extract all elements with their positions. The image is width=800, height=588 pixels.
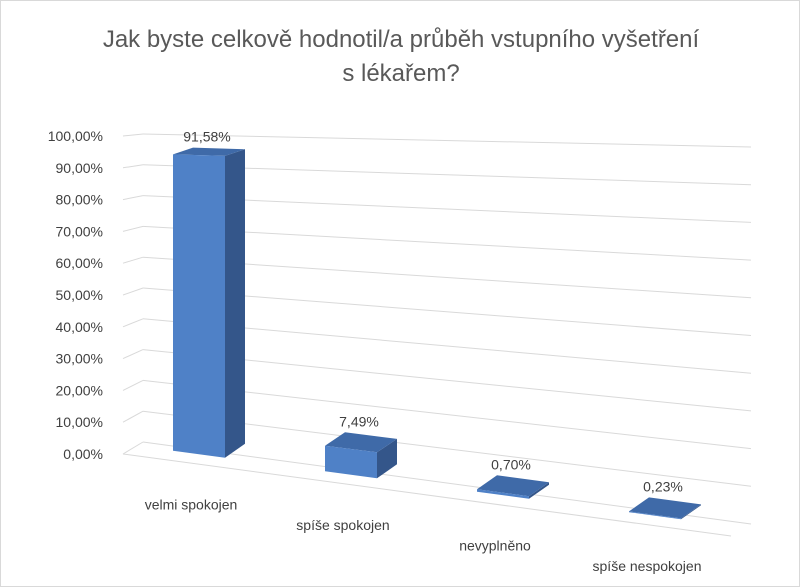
bar-top	[173, 147, 245, 156]
chart-title-line-2: s lékařem?	[342, 60, 459, 87]
x-category-label: velmi spokojen	[145, 496, 238, 512]
bar-side	[225, 149, 245, 458]
data-label: 0,23%	[643, 478, 683, 494]
y-tick-label: 100,00%	[48, 128, 103, 144]
data-label: 7,49%	[339, 413, 379, 429]
y-tick-label: 60,00%	[56, 255, 103, 271]
gridline-depth	[122, 256, 144, 264]
gridline-depth	[122, 379, 144, 391]
y-tick-label: 30,00%	[56, 351, 103, 367]
x-category-label: spíše nespokojen	[593, 558, 702, 574]
chart-title-line-1: Jak byste celkově hodnotil/a průběh vstu…	[103, 26, 700, 53]
bar-top	[325, 432, 397, 453]
x-axis: velmi spokojen spíše spokojen nevyplněno sp…	[145, 496, 702, 574]
y-tick-label: 40,00%	[56, 319, 103, 335]
y-tick-label: 80,00%	[56, 192, 103, 208]
bar-top	[629, 497, 701, 519]
gridline-depth	[122, 164, 144, 169]
y-axis: 0,00% 10,00% 20,00% 30,00% 40,00% 50,00% 60,00…	[48, 128, 103, 462]
x-category-label: nevyplněno	[459, 537, 531, 553]
bar	[325, 445, 377, 479]
data-label: 91,58%	[183, 129, 230, 145]
gridline-depth	[122, 225, 144, 232]
gridline-depth	[122, 410, 144, 423]
bar	[173, 154, 225, 458]
bar-side	[377, 438, 397, 479]
bar-side	[529, 482, 549, 499]
gridline-depth	[122, 133, 144, 137]
gridline-depth	[122, 318, 144, 328]
bar-top	[477, 475, 549, 497]
y-tick-label: 90,00%	[56, 160, 103, 176]
gridline-depth	[122, 287, 144, 296]
bars	[173, 147, 701, 520]
bar	[629, 511, 681, 520]
chart-title: Jak byste celkově hodnotil/a průběh vstu…	[103, 26, 700, 87]
y-tick-label: 10,00%	[56, 414, 103, 430]
y-tick-label: 50,00%	[56, 287, 103, 303]
y-tick-label: 0,00%	[63, 446, 103, 462]
data-labels: 91,58% 7,49% 0,70% 0,23%	[183, 129, 683, 495]
gridline-depth	[122, 441, 144, 455]
floor-front-edge	[122, 453, 732, 537]
y-tick-label: 20,00%	[56, 382, 103, 398]
x-category-label: spíše spokojen	[296, 517, 389, 533]
data-label: 0,70%	[491, 456, 531, 472]
bar	[477, 489, 529, 499]
gridline-depth	[122, 349, 144, 360]
y-tick-label: 70,00%	[56, 223, 103, 239]
gridline	[142, 133, 752, 148]
gridline-depth	[122, 195, 144, 201]
bar-side	[681, 504, 701, 520]
